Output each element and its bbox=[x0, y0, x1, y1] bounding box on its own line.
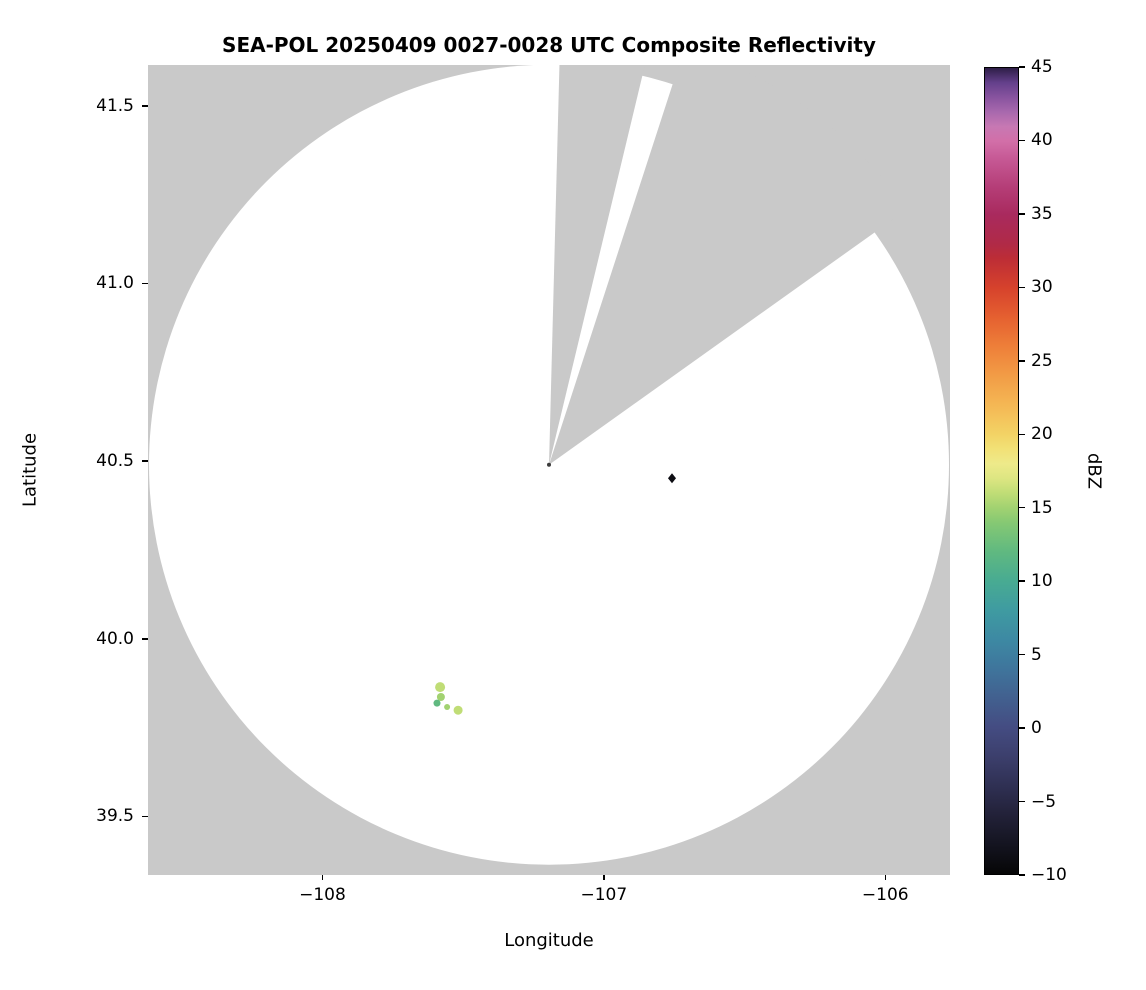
echo-point bbox=[433, 699, 441, 707]
y-tick-label: 41.5 bbox=[96, 95, 134, 116]
y-tick-mark bbox=[142, 815, 148, 818]
colorbar-tick-mark bbox=[1019, 66, 1025, 68]
colorbar-gradient bbox=[985, 68, 1018, 874]
colorbar-tick-label: −5 bbox=[1031, 791, 1057, 812]
colorbar-tick-mark bbox=[1019, 506, 1025, 509]
colorbar-tick-mark bbox=[1019, 213, 1025, 215]
y-tick-mark bbox=[142, 638, 148, 640]
x-tick-mark bbox=[603, 875, 605, 880]
y-tick-label: 40.0 bbox=[96, 628, 134, 649]
colorbar-tick-mark bbox=[1019, 580, 1025, 582]
colorbar-tick-mark bbox=[1019, 139, 1025, 142]
colorbar-tick-mark bbox=[1019, 433, 1025, 436]
y-axis-label: Latitude bbox=[19, 432, 41, 508]
colorbar-tick-label: 10 bbox=[1031, 571, 1053, 592]
colorbar-tick-mark bbox=[1019, 727, 1025, 729]
colorbar-tick-label: 25 bbox=[1031, 350, 1053, 371]
colorbar bbox=[984, 67, 1019, 875]
colorbar-tick-mark bbox=[1019, 286, 1025, 289]
radar-center-mark bbox=[547, 462, 551, 467]
echo-point bbox=[444, 704, 451, 710]
colorbar-tick-label: 5 bbox=[1031, 644, 1042, 665]
x-tick-label: −108 bbox=[299, 885, 346, 905]
colorbar-tick-label: 40 bbox=[1031, 130, 1053, 151]
colorbar-tick-mark bbox=[1019, 874, 1025, 876]
colorbar-label: dBZ bbox=[1083, 452, 1105, 490]
echo-point bbox=[436, 693, 445, 701]
y-tick-mark bbox=[142, 460, 148, 462]
colorbar-tick-label: 0 bbox=[1031, 718, 1042, 739]
x-tick-label: −107 bbox=[580, 885, 628, 905]
blocked-sector bbox=[549, 65, 645, 465]
echo-point bbox=[435, 682, 446, 693]
plot-area bbox=[148, 65, 950, 875]
colorbar-tick-label: 45 bbox=[1031, 57, 1053, 77]
colorbar-tick-label: 35 bbox=[1031, 203, 1053, 224]
colorbar-tick-label: 15 bbox=[1031, 497, 1053, 518]
colorbar-tick-mark bbox=[1019, 800, 1025, 803]
y-tick-label: 40.5 bbox=[96, 451, 134, 472]
y-tick-label: 39.5 bbox=[96, 806, 134, 827]
x-tick-label: −106 bbox=[861, 885, 909, 905]
y-tick-label: 41.0 bbox=[96, 273, 134, 294]
colorbar-tick-mark bbox=[1019, 360, 1025, 362]
x-axis-label: Longitude bbox=[504, 930, 594, 951]
colorbar-tick-mark bbox=[1019, 653, 1025, 656]
x-tick-mark bbox=[884, 875, 887, 880]
radar-plot-svg bbox=[148, 65, 950, 875]
echo-point bbox=[453, 705, 463, 715]
x-tick-mark bbox=[321, 875, 324, 880]
echo-point bbox=[668, 473, 676, 484]
colorbar-tick-label: 20 bbox=[1031, 424, 1053, 445]
colorbar-tick-label: −10 bbox=[1031, 865, 1067, 885]
colorbar-tick-label: 30 bbox=[1031, 277, 1053, 298]
y-tick-mark bbox=[142, 105, 148, 107]
chart-title: SEA-POL 20250409 0027-0028 UTC Composite… bbox=[222, 33, 876, 57]
y-tick-mark bbox=[142, 282, 148, 285]
blocked-sector bbox=[549, 65, 908, 465]
